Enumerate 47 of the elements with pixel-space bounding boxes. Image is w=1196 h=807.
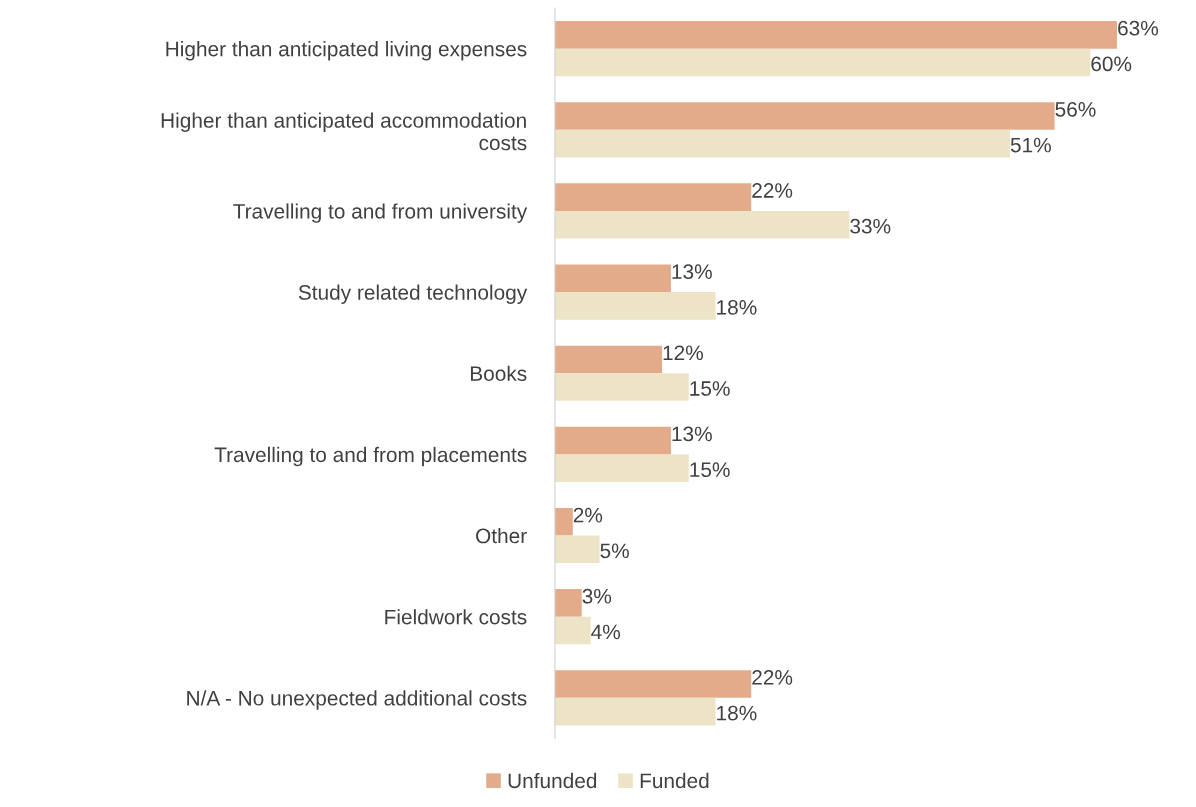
data-label: 22% [752, 183, 793, 198]
y-tick-label: Fieldwork costs [385, 609, 527, 625]
data-label: 56% [1055, 101, 1096, 117]
bar [554, 454, 689, 482]
bar [554, 426, 671, 455]
bar [554, 507, 573, 536]
data-label: 13% [672, 426, 712, 442]
y-tick-label: Higher than anticipated accommodation costs [161, 112, 527, 151]
bar [554, 264, 671, 293]
data-label: 15% [690, 462, 730, 478]
bar [554, 21, 1118, 49]
y-tick-label: Study related technology [298, 284, 528, 304]
bar [554, 210, 850, 239]
bar [554, 616, 591, 645]
data-label: 15% [690, 381, 730, 396]
y-tick-label: Travelling to and from university [233, 203, 528, 223]
y-tick-label: Books [470, 365, 527, 381]
bar [554, 102, 1055, 130]
data-label: 33% [850, 218, 891, 234]
data-label: 22% [752, 670, 793, 685]
bar [554, 670, 752, 698]
data-label: 2% [573, 507, 603, 523]
bar [554, 589, 582, 617]
data-label: 5% [600, 543, 629, 559]
bar [554, 129, 1010, 158]
y-tick-label: N/A - No unexpected additional costs [187, 690, 527, 710]
data-label: 3% [582, 588, 612, 604]
y-tick-label: Other [476, 527, 527, 544]
y-tick-label: Higher than anticipated living expenses [166, 41, 527, 61]
data-label: 63% [1118, 20, 1159, 36]
bar [554, 48, 1091, 77]
data-label: 18% [717, 299, 757, 315]
bar [554, 345, 663, 374]
data-label: 4% [591, 624, 620, 640]
data-label: 13% [672, 264, 712, 280]
data-label: 12% [663, 345, 703, 361]
y-tick-label: Travelling to and from placements [214, 446, 527, 467]
legend-label: Unfunded [508, 772, 597, 789]
bar [554, 183, 752, 211]
data-label: 18% [717, 705, 757, 721]
bar [554, 697, 716, 726]
bar [554, 535, 600, 564]
legend-label: Funded [640, 772, 709, 789]
data-label: 60% [1091, 56, 1132, 72]
data-label: 51% [1010, 137, 1051, 153]
bar [554, 292, 716, 320]
bar [554, 373, 689, 401]
